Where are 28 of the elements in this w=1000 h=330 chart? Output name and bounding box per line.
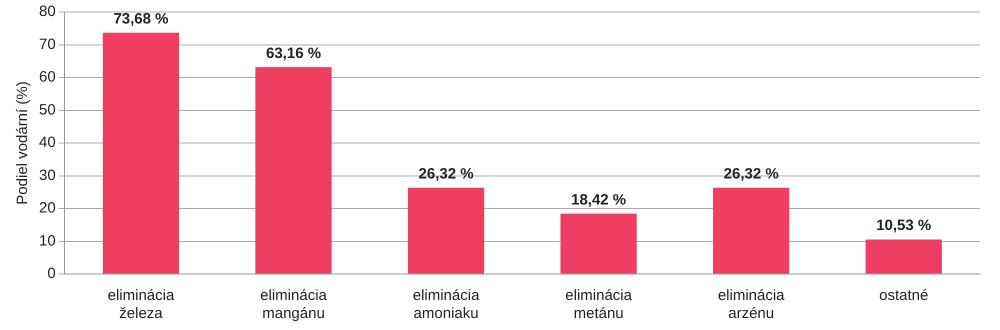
y-tick-label: 80 bbox=[38, 3, 56, 20]
x-tick-label: eliminácia metánu bbox=[565, 287, 633, 322]
bar bbox=[102, 32, 180, 274]
y-tick-label: 60 bbox=[38, 68, 56, 86]
x-tick-label: eliminácia amoniaku bbox=[412, 287, 480, 322]
y-tick-label: 30 bbox=[38, 166, 56, 184]
y-tick-label: 70 bbox=[38, 36, 56, 53]
x-tick-label: eliminácia železa bbox=[108, 287, 175, 322]
y-tick-label: 20 bbox=[38, 200, 56, 217]
bar bbox=[255, 67, 332, 274]
data-label: 63,16 % bbox=[266, 44, 322, 62]
bar bbox=[560, 214, 637, 274]
y-axis-title: Podiel vodární (%) bbox=[14, 81, 32, 205]
y-tick-label: 50 bbox=[38, 101, 56, 118]
y-tick-label: 0 bbox=[47, 265, 56, 282]
bar bbox=[408, 188, 484, 274]
bar bbox=[866, 240, 942, 274]
bar bbox=[713, 188, 790, 274]
data-label: 26,32 % bbox=[418, 165, 474, 182]
y-tick-label: 10 bbox=[38, 232, 56, 250]
y-tick-label: 40 bbox=[38, 134, 56, 152]
x-tick-label: eliminácia mangánu bbox=[260, 287, 328, 322]
x-tick-label: ostatné bbox=[879, 287, 928, 304]
x-tick-label: eliminácia arzénu bbox=[718, 287, 786, 322]
data-label: 73,68 % bbox=[113, 10, 168, 28]
data-label: 10,53 % bbox=[876, 217, 932, 234]
data-label: 26,32 % bbox=[724, 165, 779, 182]
data-label: 18,42 % bbox=[571, 191, 626, 208]
